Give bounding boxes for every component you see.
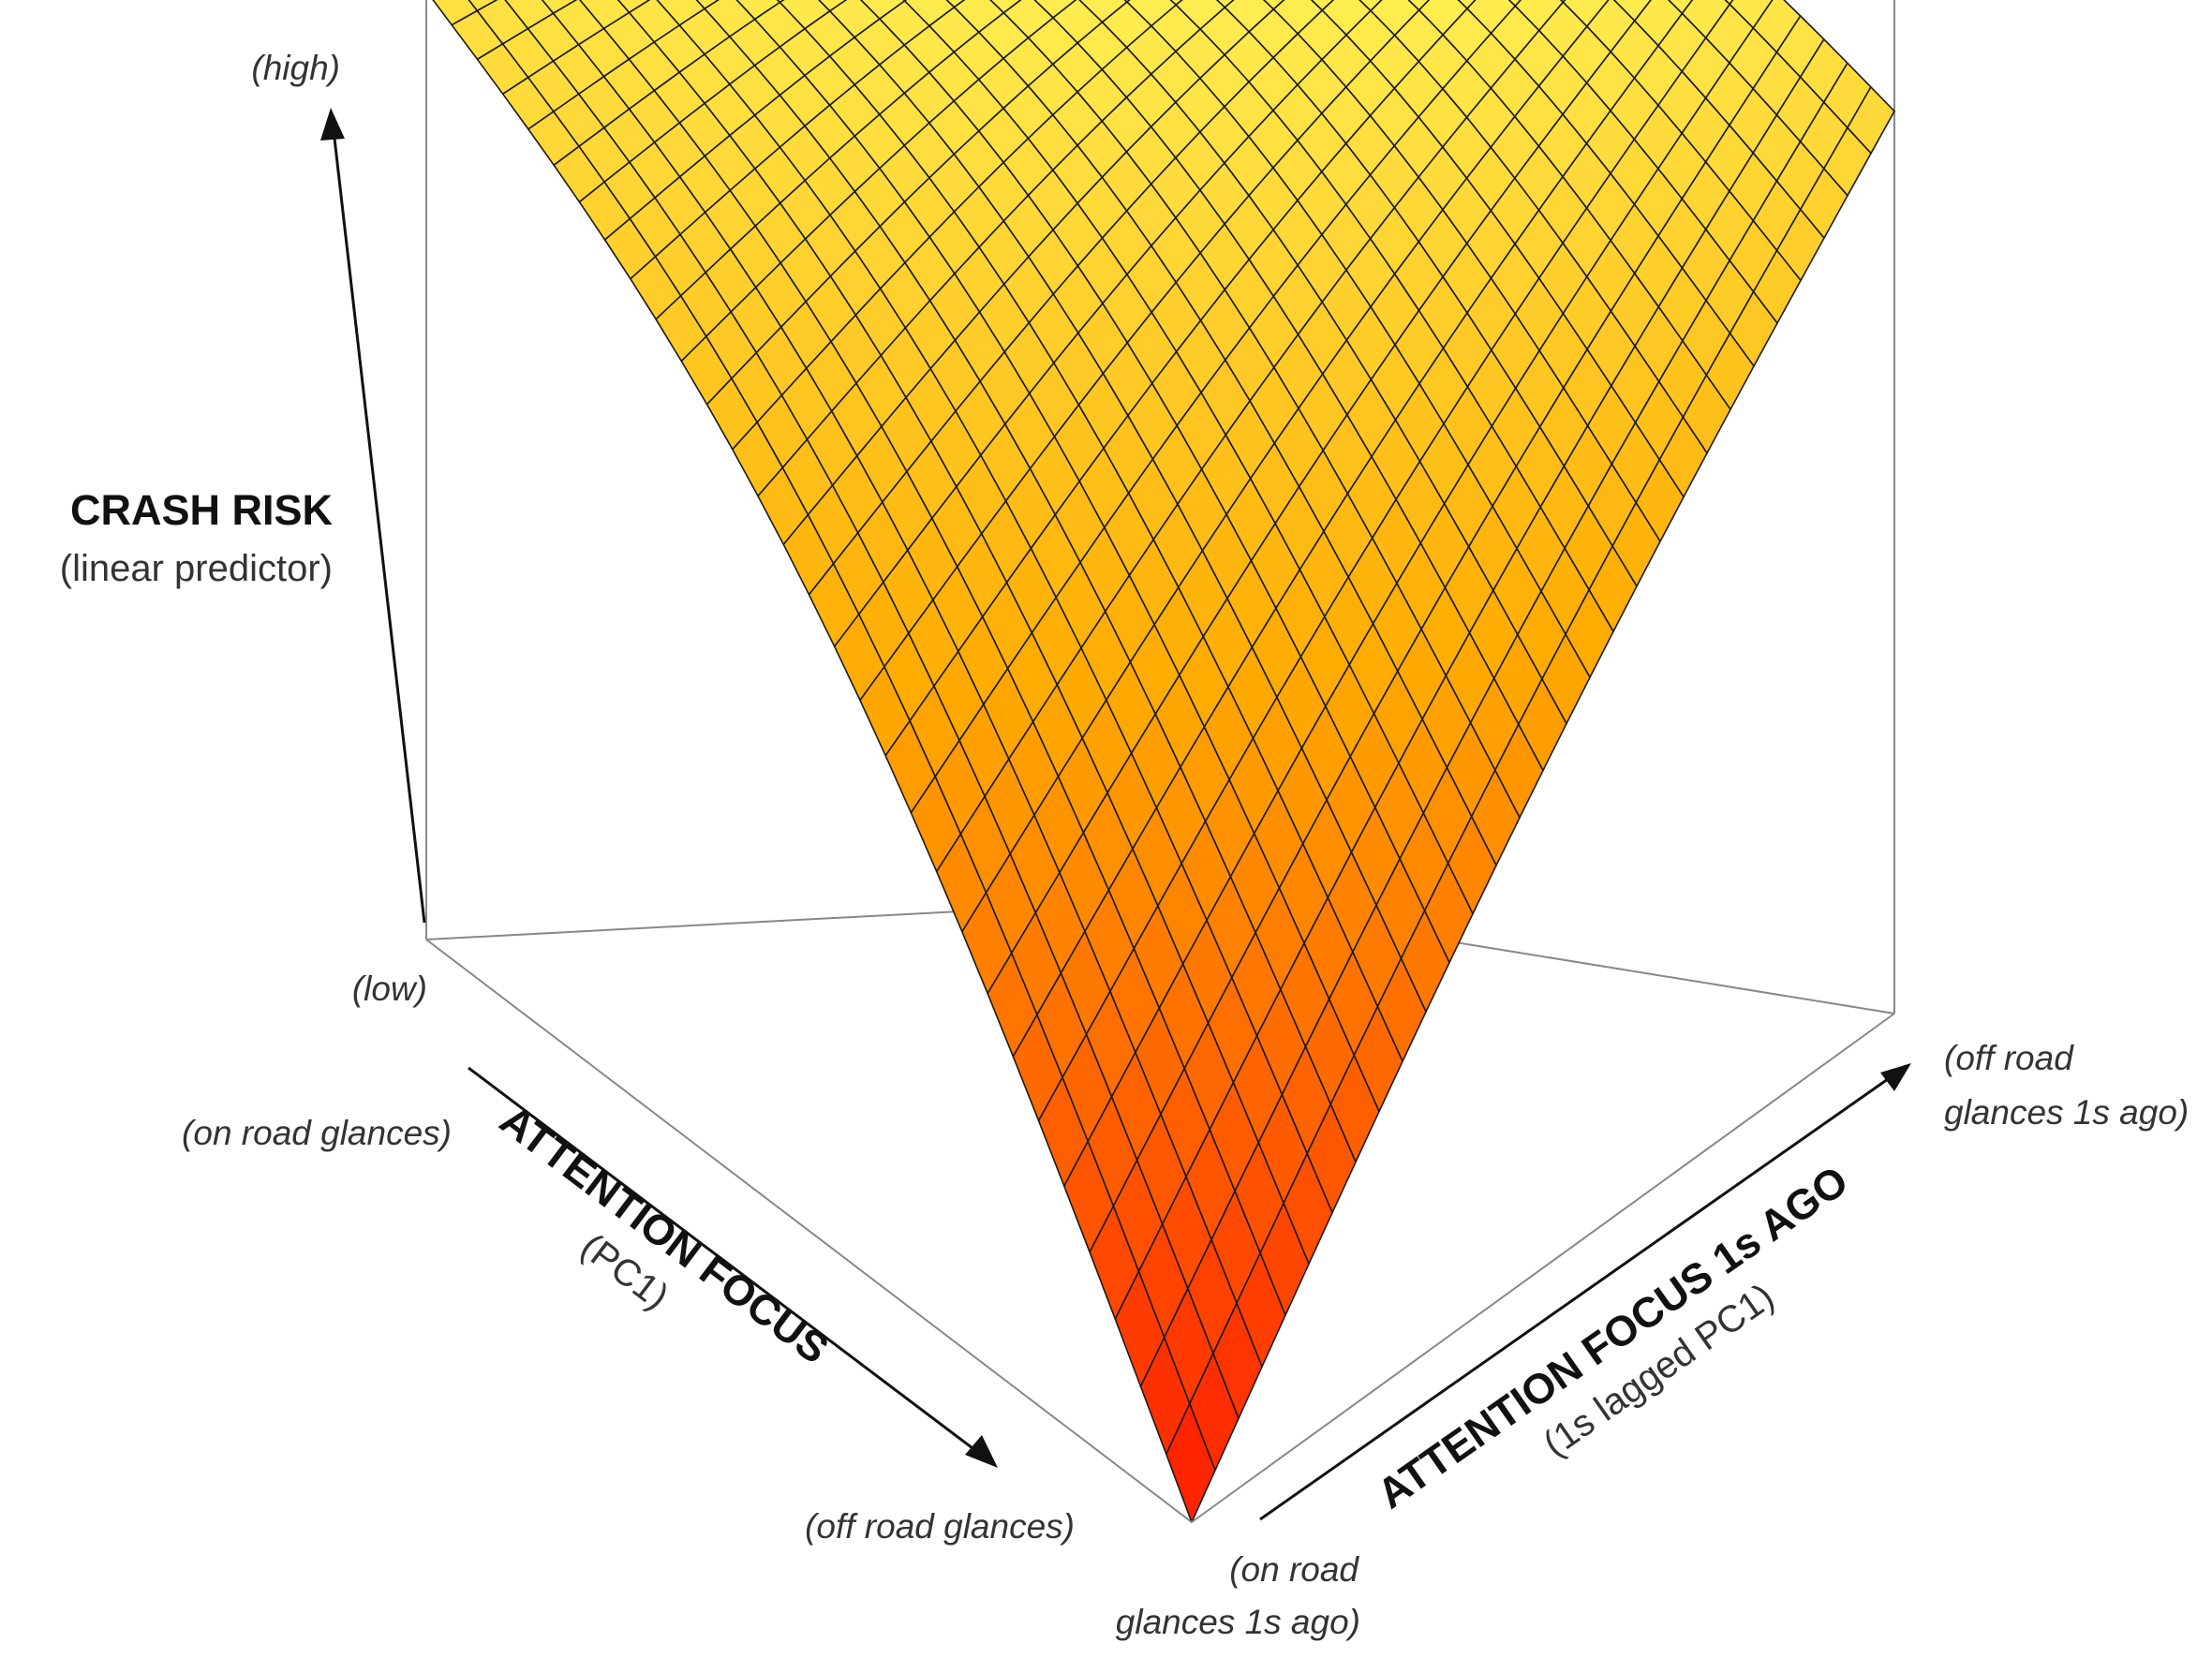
x-axis-arrow (468, 1066, 998, 1468)
y-end-label-line1: (off road (1944, 1039, 2074, 1077)
surface-facet (1215, 0, 1235, 8)
z-low-label: (low) (352, 970, 427, 1008)
surface-facet (1169, 0, 1183, 7)
surface-facet (695, 0, 720, 10)
surface-facet (1507, 0, 1522, 7)
y-axis-arrow (1259, 1063, 1911, 1521)
y-axis-title: ATTENTION FOCUS 1s AGO (1369, 1156, 1857, 1517)
risk-surface (432, 0, 1895, 1523)
box-floor-edge-right-front (1191, 1013, 1895, 1523)
x-end-label: (off road glances) (805, 1507, 1075, 1546)
box-floor-edge-left-front (425, 939, 1193, 1523)
x-axis-title: ATTENTION FOCUS (492, 1096, 838, 1373)
x-start-label: (on road glances) (182, 1114, 452, 1152)
z-high-label: (high) (251, 49, 340, 87)
y-start-label-line1: (on road (1229, 1550, 1359, 1589)
surface-facet (945, 0, 966, 8)
plot-box-front (425, 939, 1895, 1523)
z-axis-title: CRASH RISK (70, 486, 334, 534)
y-end-label-line2: glances 1s ago) (1944, 1093, 2189, 1132)
surface-facet (1165, 1402, 1216, 1523)
z-axis-subtitle: (linear predictor) (60, 548, 333, 589)
y-start-label-line2: glances 1s ago) (1116, 1603, 1360, 1641)
z-axis-arrow (320, 108, 426, 924)
